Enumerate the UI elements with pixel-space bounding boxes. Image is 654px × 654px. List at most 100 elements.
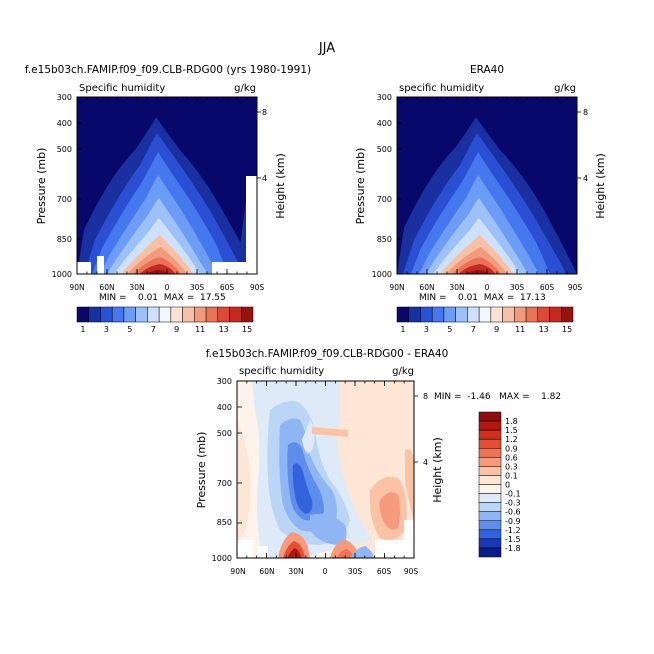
y-tick-label: 500 [377, 145, 392, 154]
y-tick-label: 500 [57, 145, 72, 154]
colorbar-swatch [88, 306, 101, 323]
x-tick-label: 60S [377, 567, 392, 576]
colorbar-swatch [170, 306, 183, 323]
colorbar-label: -0.9 [505, 517, 521, 526]
x-tick-label: 60N [419, 283, 434, 292]
x-tick-label: 60S [220, 283, 235, 292]
colorbar-label: 7 [471, 325, 476, 334]
y-tick-label: 400 [377, 119, 392, 128]
colorbar-swatch [100, 306, 113, 323]
x-tick-label: 0 [485, 283, 490, 292]
y-tick-label: 300 [57, 93, 72, 102]
colorbar-label: 3 [104, 325, 109, 334]
colorbar-swatch [217, 306, 230, 323]
y-tick-label: 850 [377, 235, 392, 244]
panel-left-label: Specific humidity [79, 83, 165, 94]
colorbar-label: -1.8 [505, 544, 521, 553]
colorbar-swatch [478, 466, 502, 476]
colorbar-swatch [514, 306, 527, 323]
y2-tick-labels: 8 4 [423, 392, 428, 467]
y2-axis-label: Height (km) [431, 437, 444, 503]
y2-tick-label: 4 [423, 458, 428, 467]
colorbar-swatch [549, 306, 562, 323]
x-tick-label: 60N [259, 567, 274, 576]
colorbar-label: 11 [195, 325, 205, 334]
x-tick-label: 60S [540, 283, 555, 292]
x-tick-label: 90N [69, 283, 84, 292]
x-tick-labels: 90N 60N 30N 0 30S 60S 90S [389, 283, 582, 292]
y-tick-label: 1000 [372, 270, 392, 279]
x-tick-label: 30S [510, 283, 525, 292]
x-tick-label: 90S [568, 283, 583, 292]
x-tick-label: 0 [323, 567, 328, 576]
colorbar-swatch [194, 306, 207, 323]
y2-tick-labels: 8 4 [262, 108, 267, 183]
panel-title: f.e15b03ch.FAMIP.f09_f09.CLB-RDG00 (yrs … [25, 64, 311, 76]
colorbar-swatch [123, 306, 136, 323]
panel-stats: MIN = -1.46 MAX = 1.82 [434, 392, 561, 402]
colorbar-swatch [537, 306, 550, 323]
colorbar-swatch [478, 429, 502, 440]
y-tick-labels: 300 400 500 700 850 1000 [372, 93, 392, 279]
colorbar-label: 15 [562, 325, 572, 334]
colorbar-obs: 1 3 5 7 9 11 13 15 [396, 306, 574, 334]
colorbar-label: 1.2 [505, 435, 518, 444]
colorbar-swatch [467, 306, 480, 323]
panel-stats: MIN = 0.01 MAX = 17.55 [99, 293, 226, 303]
colorbar-swatch [205, 306, 219, 323]
x-tick-label: 90S [404, 567, 419, 576]
panel-obs: ERA40 specific humidity g/kg 300 400 500… [354, 64, 607, 303]
panel-stats: MIN = 0.01 MAX = 17.13 [419, 293, 546, 303]
colorbar-label: 15 [242, 325, 252, 334]
y-tick-labels: 300 400 500 700 850 1000 [212, 377, 232, 563]
x-tick-label: 90N [389, 283, 404, 292]
colorbar-swatch [478, 511, 502, 521]
colorbar-swatch [443, 306, 456, 323]
contour-field [77, 97, 257, 274]
y2-tick-label: 4 [583, 174, 588, 183]
colorbar-label: 9 [174, 325, 179, 334]
x-tick-labels: 90N 60N 30N 0 30S 60S 90S [69, 283, 264, 292]
colorbar-swatch [396, 306, 409, 323]
colorbar-label: 0.9 [505, 444, 518, 453]
panel-title: ERA40 [470, 64, 504, 76]
y-axis-label: Pressure (mb) [35, 148, 48, 225]
y-tick-label: 1000 [212, 554, 232, 563]
x-tick-label: 30N [288, 567, 303, 576]
colorbar-label: 1 [80, 325, 85, 334]
colorbar-swatch [408, 306, 421, 323]
y-tick-label: 400 [217, 403, 232, 412]
x-tick-label: 90S [250, 283, 265, 292]
colorbar-swatch [420, 306, 433, 323]
colorbar-swatch [111, 306, 125, 323]
colorbar-label: -0.3 [505, 499, 521, 508]
colorbar-label: 9 [494, 325, 499, 334]
y-axis-label: Pressure (mb) [195, 432, 208, 509]
x-tick-label: 30S [348, 567, 363, 576]
colorbar-label: 0 [505, 481, 510, 490]
x-tick-label: 90N [230, 567, 245, 576]
contour-field [237, 381, 414, 558]
x-tick-labels: 90N 60N 30N 0 30S 60S 90S [230, 567, 418, 576]
colorbar-swatch [490, 306, 503, 323]
colorbar-label: 5 [447, 325, 452, 334]
y-tick-label: 700 [57, 195, 72, 204]
colorbar-label: 11 [515, 325, 525, 334]
colorbar-swatch [431, 306, 445, 323]
colorbar-swatch [455, 306, 468, 323]
y-tick-label: 850 [217, 518, 232, 527]
colorbar-swatch [478, 502, 502, 512]
colorbar-label: -1.5 [505, 535, 521, 544]
colorbar-label: 13 [539, 325, 549, 334]
y-tick-label: 500 [217, 429, 232, 438]
y-tick-label: 300 [377, 93, 392, 102]
x-tick-label: 0 [165, 283, 170, 292]
panel-right-label: g/kg [234, 83, 256, 94]
x-tick-label: 60N [99, 283, 114, 292]
panel-left-label: specific humidity [239, 366, 324, 377]
panel-title: f.e15b03ch.FAMIP.f09_f09.CLB-RDG00 - ERA… [206, 348, 449, 360]
y-tick-label: 700 [377, 195, 392, 204]
colorbar-label: 13 [219, 325, 229, 334]
colorbar-label: 1.5 [505, 426, 518, 435]
